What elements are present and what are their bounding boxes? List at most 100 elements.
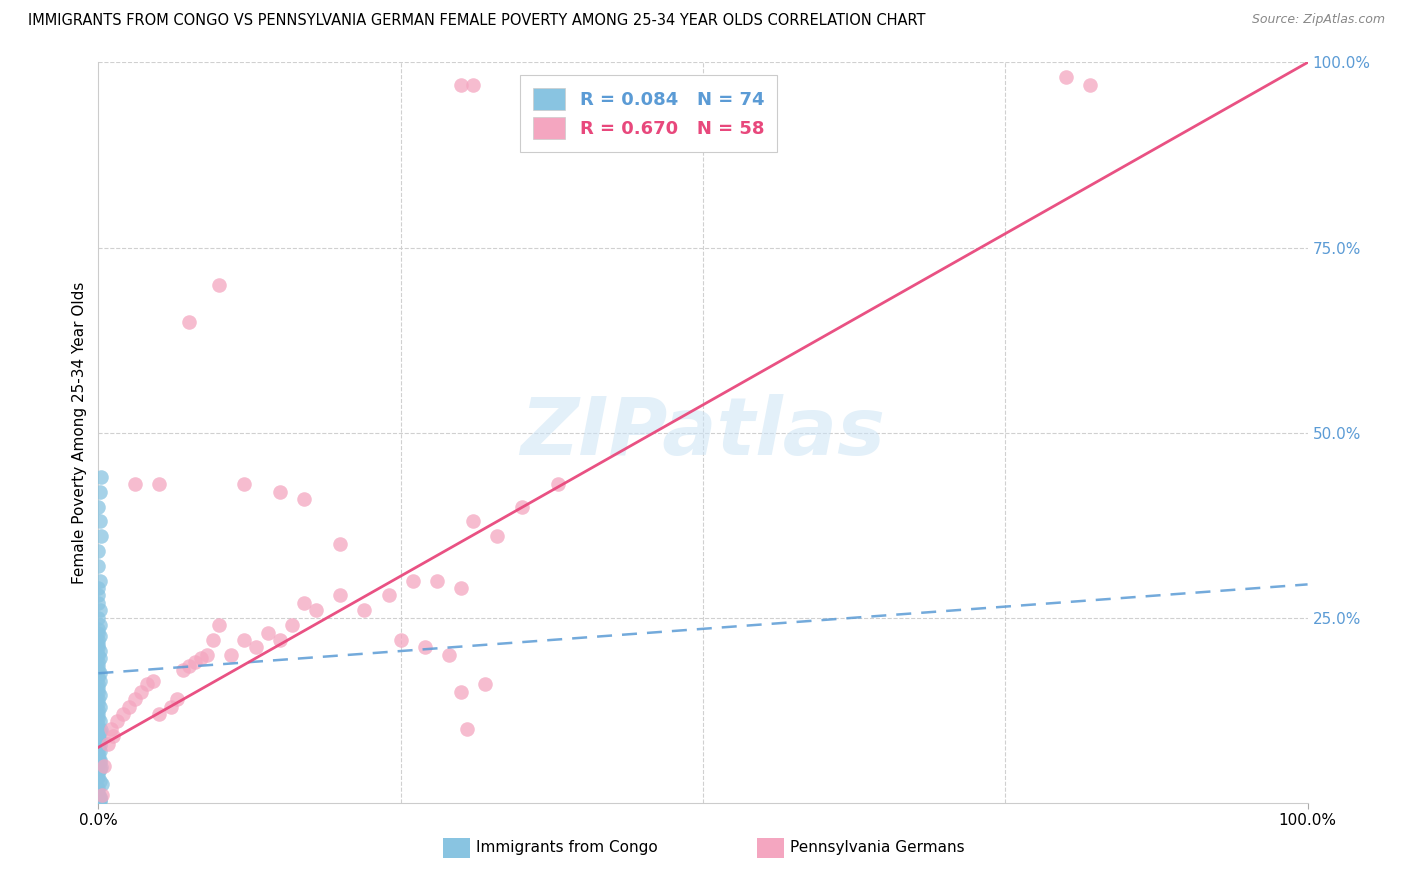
Point: [87, 663, 110, 677]
Point: [101, 729, 124, 743]
Point: [87, 681, 110, 695]
Point: [87, 658, 110, 673]
Point: [256, 625, 278, 640]
Text: Pennsylvania Germans: Pennsylvania Germans: [790, 839, 965, 855]
Point: [87, 677, 110, 691]
Point: [87, 558, 110, 573]
Point: [91, 777, 114, 791]
Point: [90, 529, 112, 543]
Point: [90, 723, 112, 738]
Point: [89, 793, 111, 807]
Point: [89, 794, 111, 808]
Point: [89, 773, 111, 788]
Point: [437, 648, 460, 662]
Bar: [758, 838, 785, 858]
Point: [87, 711, 110, 725]
Point: [87, 751, 110, 765]
Point: [179, 658, 201, 673]
Point: [87, 685, 110, 699]
Point: [89, 666, 111, 681]
Point: [87, 758, 110, 772]
Point: [129, 685, 152, 699]
Point: [118, 699, 141, 714]
Point: [124, 477, 146, 491]
Point: [135, 677, 157, 691]
Point: [232, 632, 254, 647]
Point: [89, 574, 111, 588]
Point: [179, 314, 201, 328]
Point: [245, 640, 267, 655]
Point: [105, 714, 128, 729]
Point: [450, 685, 472, 699]
Point: [89, 644, 111, 658]
Point: [89, 744, 111, 758]
Point: [450, 78, 472, 92]
Point: [90, 760, 112, 774]
Point: [87, 622, 110, 636]
Point: [413, 640, 436, 655]
Point: [87, 740, 110, 755]
Point: [456, 722, 478, 736]
Point: [474, 677, 496, 691]
Point: [377, 589, 399, 603]
Point: [389, 632, 412, 647]
Point: [463, 78, 485, 92]
Point: [87, 596, 110, 610]
Point: [202, 632, 225, 647]
Point: [1054, 70, 1077, 85]
Point: [195, 648, 218, 662]
Point: [87, 766, 110, 780]
Point: [329, 536, 352, 550]
Point: [160, 699, 183, 714]
Point: [87, 737, 110, 751]
Point: [87, 692, 110, 706]
Point: [87, 544, 110, 558]
Point: [89, 789, 111, 804]
Point: [89, 790, 111, 805]
Point: [87, 789, 110, 803]
Point: [292, 492, 315, 507]
Point: [87, 648, 110, 662]
Point: [87, 706, 110, 721]
Point: [87, 780, 110, 795]
Point: [269, 632, 291, 647]
Point: [87, 632, 110, 647]
Point: [89, 725, 111, 739]
Point: [87, 791, 110, 805]
Point: [89, 629, 111, 643]
Point: [87, 789, 110, 804]
Point: [89, 732, 111, 747]
Point: [402, 574, 425, 588]
Point: [269, 484, 291, 499]
Point: [97, 737, 120, 751]
Point: [305, 603, 328, 617]
Point: [1078, 78, 1101, 92]
Point: [184, 655, 207, 669]
Point: [221, 648, 243, 662]
Point: [87, 785, 110, 799]
Point: [89, 755, 111, 769]
Point: [208, 277, 231, 292]
Point: [208, 618, 231, 632]
Point: [87, 729, 110, 743]
Text: Immigrants from Congo: Immigrants from Congo: [475, 839, 658, 855]
Point: [89, 618, 111, 632]
Point: [93, 758, 115, 772]
Point: [89, 763, 111, 777]
Point: [91, 789, 114, 803]
Point: [89, 603, 111, 617]
Legend: R = 0.084   N = 74, R = 0.670   N = 58: R = 0.084 N = 74, R = 0.670 N = 58: [520, 75, 778, 152]
Point: [486, 529, 509, 543]
Point: [87, 731, 110, 745]
Text: IMMIGRANTS FROM CONGO VS PENNSYLVANIA GERMAN FEMALE POVERTY AMONG 25-34 YEAR OLD: IMMIGRANTS FROM CONGO VS PENNSYLVANIA GE…: [28, 13, 925, 29]
Point: [426, 574, 449, 588]
Point: [89, 484, 111, 499]
Point: [90, 470, 112, 484]
Point: [87, 637, 110, 651]
Point: [89, 673, 111, 688]
Point: [87, 747, 110, 762]
Point: [353, 603, 375, 617]
Point: [89, 689, 111, 703]
Point: [87, 500, 110, 514]
Point: [87, 625, 110, 640]
